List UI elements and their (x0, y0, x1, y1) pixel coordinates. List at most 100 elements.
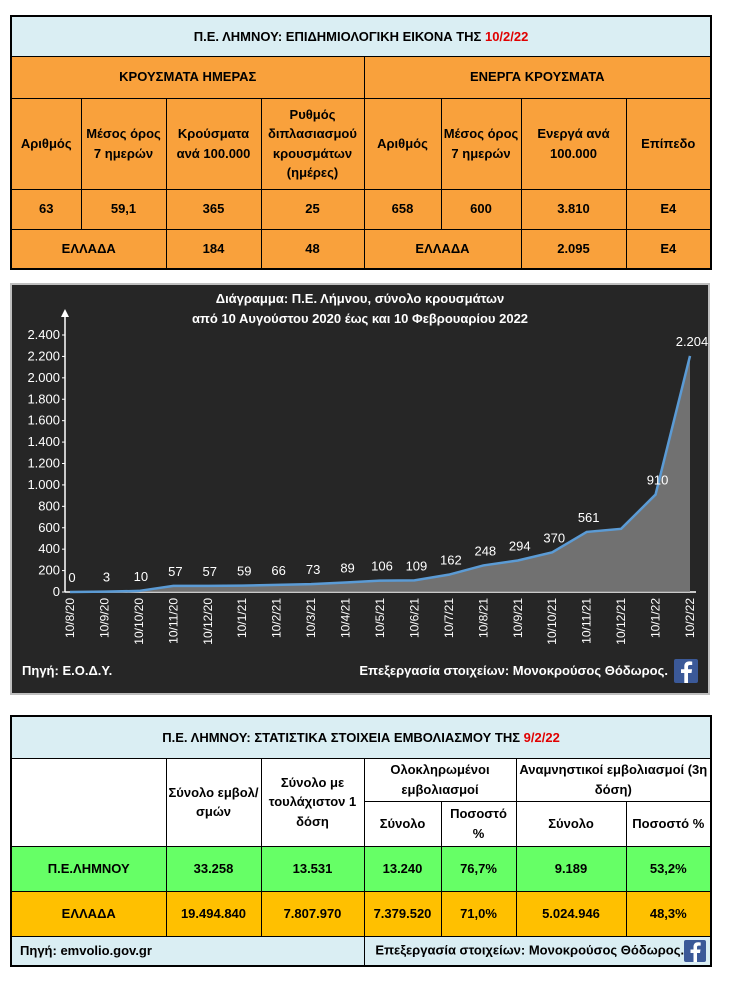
data-label: 10 (134, 569, 148, 584)
x-tick-label: 10/12/21 (614, 598, 628, 645)
cell: 71,0% (440, 890, 517, 937)
cell: 25 (260, 188, 365, 230)
data-label: 2.204 (676, 334, 709, 349)
table-title: Π.Ε. ΛΗΜΝΟΥ: ΕΠΙΔΗΜΙΟΛΟΓΙΚΗ ΕΙΚΟΝΑ ΤΗΣ 1… (10, 15, 712, 57)
chart-title: Διάγραμμα: Π.Ε. Λήμνου, σύνολο κρουσμάτω… (216, 291, 505, 306)
cell: E4 (625, 228, 712, 270)
cell: 9.189 (515, 845, 627, 892)
chart-background (10, 283, 710, 695)
y-tick-label: 400 (38, 541, 60, 556)
credit: Επεξεργασία στοιχείων: Μονοκρούσος Θόδωρ… (375, 942, 685, 958)
cell: 3.810 (520, 188, 627, 230)
title-text: Π.Ε. ΛΗΜΝΟΥ: ΕΠΙΔΗΜΙΟΛΟΓΙΚΗ ΕΙΚΟΝΑ ΤΗΣ (193, 28, 482, 44)
source: Πηγή: Ε.Ο.Δ.Υ. (22, 663, 112, 678)
cell: 7.807.970 (260, 890, 365, 937)
cell: 184 (165, 228, 262, 270)
cell: 600 (440, 188, 522, 230)
cell: 5.024.946 (515, 890, 627, 937)
column-header: Μέσος όρος 7 ημερών (440, 97, 522, 190)
credit: Επεξεργασία στοιχείων: Μονοκρούσος Θόδωρ… (359, 663, 668, 678)
blank-cell (10, 757, 167, 847)
x-tick-label: 10/5/21 (373, 598, 387, 638)
cell: 658 (363, 188, 442, 230)
y-tick-label: 2.400 (27, 327, 60, 342)
data-label: 294 (509, 539, 531, 554)
column-header: Επίπεδο (625, 97, 712, 190)
section-header: ΚΡΟΥΣΜΑΤΑ ΗΜΕΡΑΣ (10, 55, 365, 99)
area (70, 355, 690, 592)
cell: E4 (625, 188, 712, 230)
chart: Διάγραμμα: Π.Ε. Λήμνου, σύνολο κρουσμάτω… (10, 283, 710, 695)
x-tick-label: 10/10/20 (132, 598, 146, 645)
cell: 48,3% (625, 890, 712, 937)
x-tick-label: 10/9/21 (511, 598, 525, 638)
column-header: Αναμνηστικοί εμβολιασμοί (3η δόση) (515, 757, 712, 802)
credit-cell: Επεξεργασία στοιχείων: Μονοκρούσος Θόδωρ… (363, 935, 712, 967)
subheader: Ποσοστό % (625, 800, 712, 847)
row-label: ΕΛΛΑΔΑ (10, 890, 167, 937)
column-header: Σύνολο με τουλάχιστον 1 δόση (260, 757, 365, 847)
y-tick-label: 1.200 (27, 456, 60, 471)
data-label: 3 (103, 570, 110, 585)
x-tick-label: 10/7/21 (442, 598, 456, 638)
y-tick-label: 2.200 (27, 348, 60, 363)
column-header: Ρυθμός διπλασιασμού κρουσμάτων (ημέρες) (260, 97, 365, 190)
x-tick-label: 10/10/21 (545, 598, 559, 645)
epidemiology-table: Π.Ε. ΛΗΜΝΟΥ: ΕΠΙΔΗΜΙΟΛΟΓΙΚΗ ΕΙΚΟΝΑ ΤΗΣ 1… (10, 15, 713, 270)
y-tick-label: 200 (38, 563, 60, 578)
row-label: Π.Ε.ΛΗΜΝΟΥ (10, 845, 167, 892)
column-header: Αριθμός (10, 97, 82, 190)
cell: 59,1 (80, 188, 167, 230)
cell: 33.258 (165, 845, 262, 892)
data-label: 561 (578, 510, 600, 525)
x-tick-label: 10/11/21 (580, 598, 594, 644)
data-label: 162 (440, 553, 462, 568)
x-tick-label: 10/1/22 (649, 598, 663, 638)
cell: 63 (10, 188, 82, 230)
line (69, 355, 692, 594)
cell: 13.240 (363, 845, 442, 892)
subheader: Σύνολο (515, 800, 627, 847)
x-tick-label: 10/1/21 (235, 598, 249, 638)
cell: 7.379.520 (363, 890, 442, 937)
cell: 365 (165, 188, 262, 230)
vaccination-table: Π.Ε. ΛΗΜΝΟΥ: ΣΤΑΤΙΣΤΙΚΑ ΣΤΟΙΧΕΙΑ ΕΜΒΟΛΙΑ… (10, 715, 713, 967)
data-label: 106 (371, 559, 393, 574)
cell: 76,7% (440, 845, 517, 892)
data-label: 0 (68, 570, 75, 585)
data-label: 109 (406, 558, 428, 573)
x-tick-label: 10/8/20 (63, 598, 77, 638)
data-label: 248 (474, 543, 496, 558)
source: Πηγή: emvolio.gov.gr (10, 935, 365, 967)
x-tick-label: 10/2/22 (683, 598, 697, 638)
y-tick-label: 1.600 (27, 413, 60, 428)
data-label: 370 (543, 530, 565, 545)
facebook-icon (674, 659, 698, 683)
subheader: Ποσοστό % (440, 800, 517, 847)
x-tick-label: 10/8/21 (476, 598, 490, 638)
data-label: 57 (203, 564, 217, 579)
column-header: Κρούσματα ανά 100.000 (165, 97, 262, 190)
facebook-icon (684, 939, 707, 962)
title-text: Π.Ε. ΛΗΜΝΟΥ: ΣΤΑΤΙΣΤΙΚΑ ΣΤΟΙΧΕΙΑ ΕΜΒΟΛΙΑ… (162, 729, 521, 745)
y-tick-label: 1.000 (27, 477, 60, 492)
x-tick-label: 10/11/20 (166, 598, 180, 644)
column-header: Ολοκληρωμένοι εμβολιασμοί (363, 757, 517, 802)
cell: ΕΛΛΑΔΑ (10, 228, 167, 270)
data-label: 89 (340, 560, 354, 575)
x-tick-label: 10/12/20 (201, 598, 215, 645)
subheader: Σύνολο (363, 800, 442, 847)
x-tick-label: 10/4/21 (339, 598, 353, 638)
y-tick-label: 800 (38, 498, 60, 513)
cell: ΕΛΛΑΔΑ (363, 228, 522, 270)
data-label: 910 (647, 473, 669, 488)
cell: 48 (260, 228, 365, 270)
data-label: 59 (237, 564, 251, 579)
y-tick-label: 1.400 (27, 434, 60, 449)
x-tick-label: 10/2/21 (270, 598, 284, 638)
y-axis-arrow (61, 309, 69, 317)
column-header: Αριθμός (363, 97, 442, 190)
y-tick-label: 2.000 (27, 370, 60, 385)
chart-subtitle: από 10 Αυγούστου 2020 έως και 10 Φεβρουα… (192, 311, 528, 326)
